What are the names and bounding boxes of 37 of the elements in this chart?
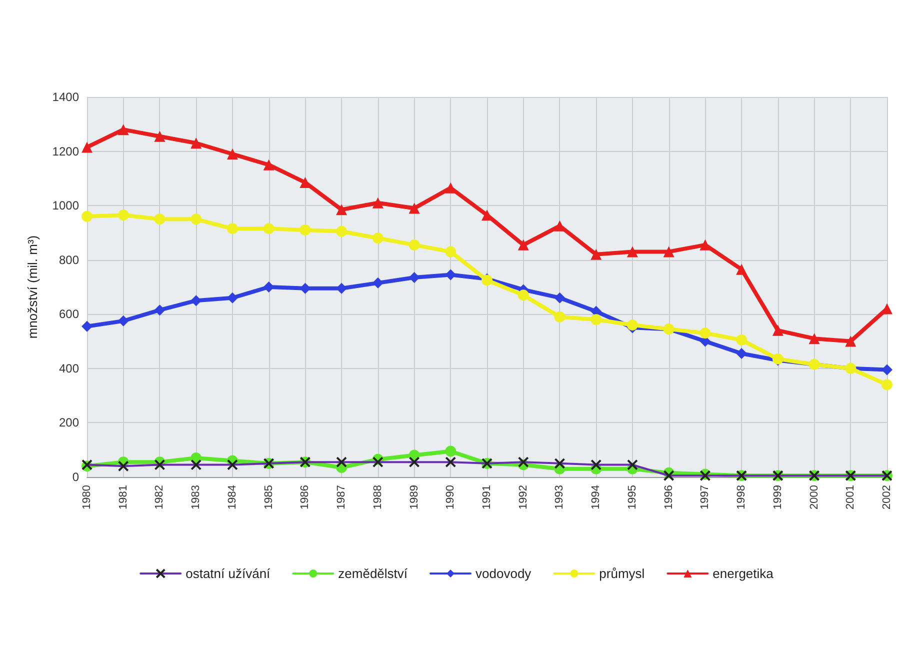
y-tick-label: 1200: [52, 144, 80, 158]
x-tick-label: 1986: [299, 485, 312, 510]
x-tick-label: 2000: [808, 485, 820, 510]
x-tick-label: 1993: [554, 485, 566, 510]
legend-label: průmysl: [599, 566, 645, 581]
legend-label: ostatní užívání: [186, 566, 271, 581]
y-axis-title: množství (mil. m³): [25, 235, 40, 339]
y-tick-label: 200: [58, 416, 80, 430]
x-tick-label: 1996: [662, 485, 675, 510]
x-tick-label: 1991: [481, 485, 493, 510]
x-tick-label: 1983: [190, 485, 202, 510]
x-tick-label: 2002: [881, 485, 893, 510]
x-tick-label: 1981: [117, 485, 130, 510]
x-tick-label: 2001: [844, 485, 857, 510]
legend-label: zemědělství: [338, 566, 408, 581]
x-tick-label: 1980: [81, 485, 93, 510]
x-tick-label: 1984: [226, 485, 238, 510]
x-tick-label: 1982: [154, 485, 166, 510]
x-tick-label: 1988: [372, 485, 384, 510]
legend-label: vodovody: [476, 566, 532, 581]
x-tick-label: 1995: [626, 485, 638, 510]
x-tick-label: 1999: [772, 485, 784, 510]
y-tick-label: 1000: [52, 198, 80, 213]
y-tick-label: 400: [58, 361, 80, 376]
x-tick-label: 1992: [517, 485, 530, 510]
x-tick-label: 1998: [736, 485, 748, 510]
y-tick-label: 600: [58, 307, 80, 322]
x-tick-label: 1990: [444, 485, 457, 510]
x-tick-label: 1994: [590, 485, 602, 510]
x-tick-label: 1997: [699, 485, 712, 510]
y-tick-label: 800: [58, 252, 80, 267]
x-tick-label: 1989: [408, 485, 420, 510]
y-tick-label: 1400: [52, 90, 80, 104]
x-tick-label: 1987: [336, 485, 348, 510]
legend-label: energetika: [712, 566, 774, 581]
x-tick-label: 1985: [262, 485, 275, 510]
y-tick-label: 0: [72, 470, 80, 484]
